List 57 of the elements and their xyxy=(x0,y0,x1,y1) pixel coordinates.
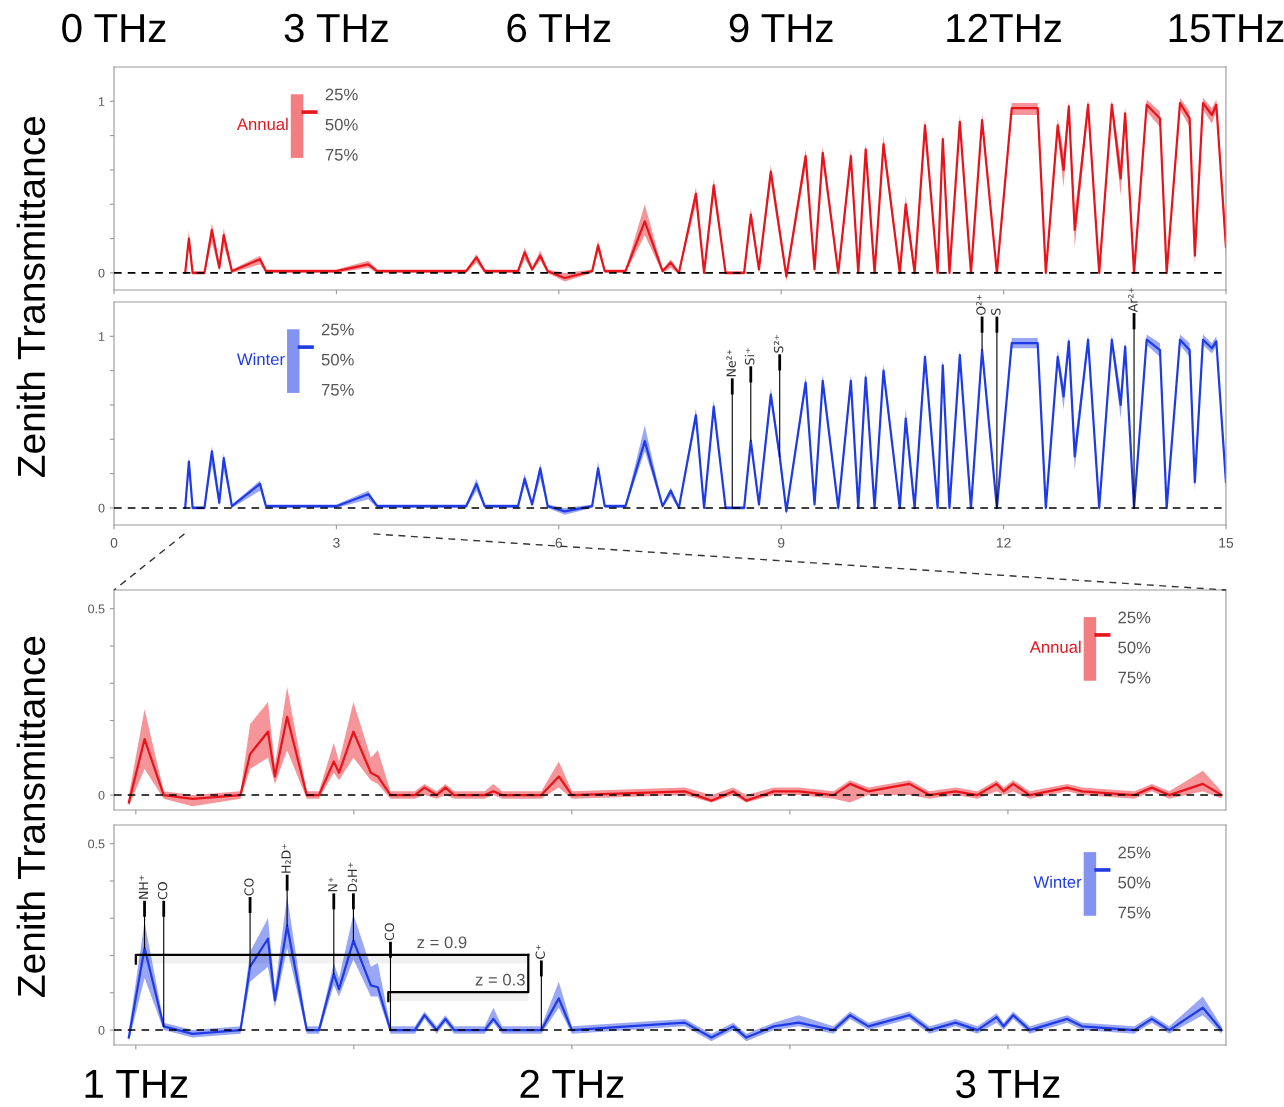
annotation: 50% xyxy=(1118,641,1151,654)
annotation: 75% xyxy=(325,148,358,161)
annotation: D₂H⁺ xyxy=(347,862,357,892)
x2-tick-label: 3 THz xyxy=(284,13,388,43)
x2-tick-label: 15THz xyxy=(1169,14,1284,43)
x-tick-label: 6 xyxy=(555,537,563,548)
y-tick-label: 0 xyxy=(98,1025,105,1035)
x2-tick-label: 12THz xyxy=(947,13,1061,42)
text: Annual xyxy=(236,117,288,131)
y-tick-label: 1 xyxy=(98,332,105,341)
x2-tick-label: 6 THz xyxy=(507,13,611,43)
annotation: 50% xyxy=(325,118,358,131)
annotation: 25% xyxy=(1118,846,1151,859)
x-tick-label: 3 THz xyxy=(956,1069,1060,1099)
y-tick-label: 0 xyxy=(98,790,105,800)
y-tick-label: 1 xyxy=(98,97,105,106)
annotation: NH⁺ xyxy=(138,875,148,899)
x-tick-label: 3 xyxy=(333,537,340,548)
annotation: Si⁺ xyxy=(744,348,755,365)
annotation: CO xyxy=(384,923,395,941)
text: Winter xyxy=(1033,875,1082,888)
x-tick-label: 9 xyxy=(777,537,785,548)
y-axis-title: Zenith Transmittance xyxy=(16,116,46,478)
x2-tick-label: 9 THz xyxy=(729,13,833,43)
annotation: Ne²⁺ xyxy=(726,349,736,377)
x-tick-label: 0 xyxy=(110,537,118,548)
annotation: 25% xyxy=(321,323,354,336)
annotation: 25% xyxy=(325,88,358,101)
annotation: O²⁺ xyxy=(976,295,986,316)
annotation: 50% xyxy=(321,353,354,366)
annotation: 75% xyxy=(1118,671,1151,684)
x-tick-label: 12 xyxy=(996,537,1011,548)
text: Annual xyxy=(1029,640,1081,653)
x-tick-label: 15 xyxy=(1219,538,1234,548)
annotation: Ar²⁺ xyxy=(1128,287,1138,313)
annotation: 75% xyxy=(1118,906,1151,919)
annotation: S²⁺ xyxy=(773,334,784,353)
x2-tick-label: 0 THz xyxy=(62,13,166,43)
band-label: z = 0.3 xyxy=(475,973,525,986)
annotation: N⁺ xyxy=(328,877,338,892)
y-tick-label: 0 xyxy=(98,268,105,278)
y-tick-label: 0.5 xyxy=(88,604,105,614)
x-tick-label: 2 THz xyxy=(520,1069,624,1098)
x-tick-label: 1 THz xyxy=(85,1070,188,1098)
annotation: 25% xyxy=(1118,611,1151,624)
annotation: S xyxy=(991,308,1001,315)
annotation: CO xyxy=(244,878,254,896)
annotation: 50% xyxy=(1118,876,1151,889)
y-tick-label: 0 xyxy=(98,503,105,513)
annotation: 75% xyxy=(321,383,354,396)
annotation: C⁺ xyxy=(535,945,545,959)
y-axis-title: Zenith Transmittance xyxy=(16,636,46,997)
annotation: CO xyxy=(157,882,168,900)
annotation: H₂D⁺ xyxy=(281,844,291,873)
text: Winter xyxy=(236,352,285,366)
band-label: z = 0.9 xyxy=(417,936,467,949)
y-tick-label: 0.5 xyxy=(88,839,105,849)
